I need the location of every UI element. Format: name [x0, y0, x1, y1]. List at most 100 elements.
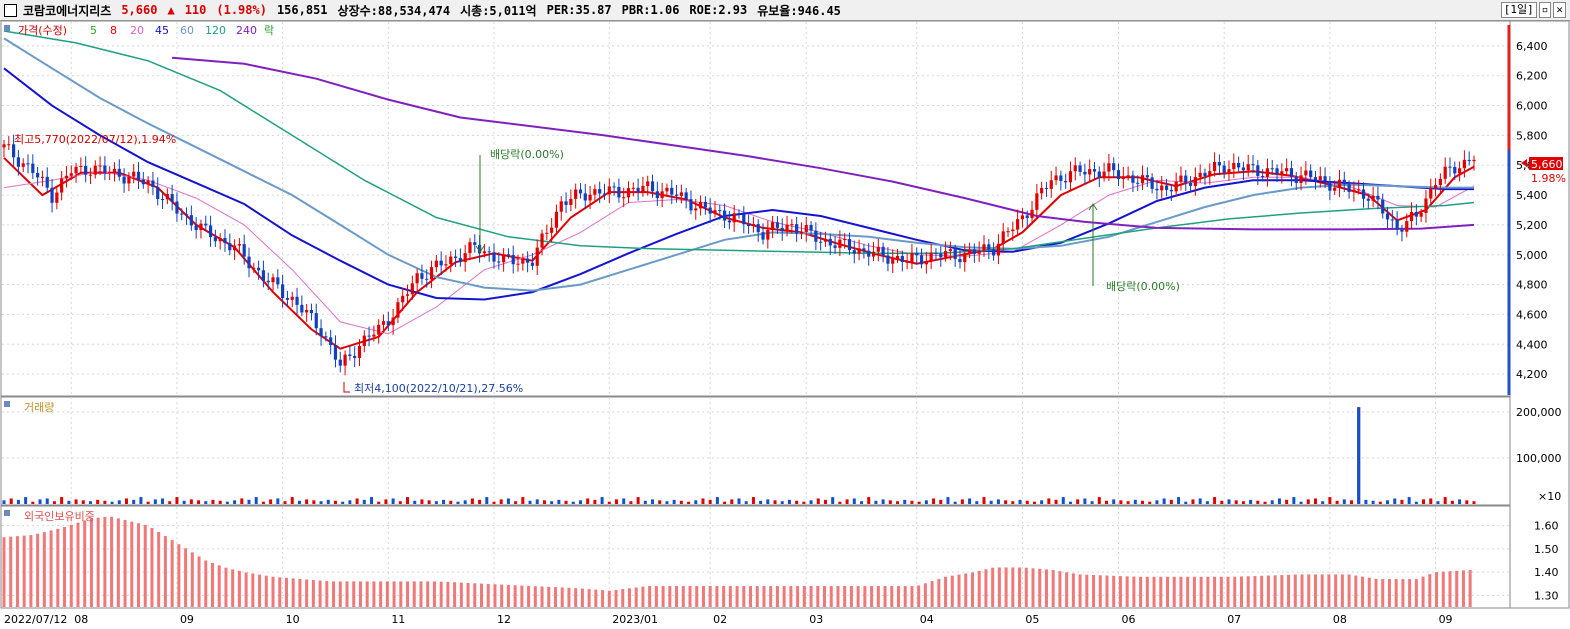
foreign-bar [950, 575, 954, 607]
candle-body [60, 178, 64, 193]
last-price-arrow-icon [1521, 159, 1527, 167]
candle-body [132, 171, 136, 177]
foreign-bar [547, 586, 551, 607]
foreign-bar [527, 585, 531, 607]
volume-bar [607, 501, 611, 504]
volume-bar [600, 497, 604, 504]
volume-bar [463, 500, 467, 504]
candle-body [1424, 198, 1428, 214]
minimize-button[interactable]: ▫ [1538, 2, 1552, 18]
legend-price-label: 가격(수정) [18, 24, 67, 37]
candle-body [353, 355, 357, 358]
legend-ma5: 5 [90, 24, 97, 37]
legend-ma120: 120 [205, 24, 226, 37]
candle-body [722, 210, 727, 221]
candle-body [1453, 167, 1457, 174]
candle-body [396, 302, 400, 318]
select-checkbox[interactable] [4, 3, 17, 17]
foreign-bar [1260, 575, 1264, 607]
foreign-bar [580, 588, 584, 607]
candle-body [1280, 171, 1284, 175]
foreign-bar [789, 586, 793, 607]
candle-body [1188, 182, 1193, 186]
candle-body [535, 247, 539, 266]
candle-body [79, 165, 83, 167]
ma-45-line [3, 67, 1474, 301]
volume-bar [939, 499, 943, 504]
volume-value: 156,851 [276, 3, 328, 17]
candle-body [737, 213, 741, 215]
legend-ma45: 45 [155, 24, 169, 37]
foreign-bar [1024, 567, 1028, 607]
foreign-bar [1408, 579, 1412, 607]
candle-body [708, 207, 712, 214]
foreign-bar [742, 586, 746, 607]
candle-body [1107, 163, 1111, 172]
volume-bar [1090, 501, 1094, 504]
candle-body [1116, 170, 1121, 180]
retention-value: 유보율:946.45 [757, 3, 841, 18]
volume-bar [1350, 500, 1353, 504]
close-button[interactable]: ✕ [1553, 2, 1566, 18]
volume-bar [189, 499, 193, 504]
volume-bar [802, 501, 806, 504]
candle-body [1073, 165, 1077, 172]
candle-body [1251, 164, 1255, 166]
candle-body [1405, 221, 1409, 232]
candle-body [554, 211, 559, 228]
foreign-bar [735, 586, 739, 607]
volume-bar [1335, 500, 1339, 504]
candle-body [1261, 175, 1265, 178]
volume-bar [1040, 500, 1044, 504]
last-pct-label: 1.98% [1531, 172, 1566, 185]
candle-body [434, 260, 438, 268]
candle-body [1088, 169, 1092, 175]
volume-bar [1234, 500, 1238, 504]
volume-bar [96, 499, 100, 504]
candle-body [16, 157, 21, 167]
candle-body [559, 201, 563, 212]
candle-body [381, 321, 386, 325]
candle-body [934, 252, 938, 254]
foreign-bar [782, 586, 786, 607]
foreign-bar [305, 579, 309, 607]
volume-bar [254, 497, 258, 504]
foreign-bar [271, 576, 275, 607]
foreign-bar [984, 569, 988, 607]
change-arrow-icon: ▲ [167, 3, 175, 17]
volume-bar [542, 500, 546, 504]
candle-body [357, 345, 362, 358]
candle-body [540, 233, 544, 248]
volume-bar [218, 500, 222, 504]
foreign-bar [728, 586, 732, 607]
candle-body [881, 246, 885, 256]
candle-body [775, 222, 780, 228]
candle-body [1208, 171, 1212, 177]
candle-body [1275, 168, 1279, 175]
volume-bar [1220, 500, 1224, 504]
volume-bar [434, 501, 438, 504]
candle-body [1352, 189, 1356, 192]
volume-bar [153, 499, 157, 504]
foreign-bar [688, 586, 692, 607]
foreign-bar [399, 581, 403, 607]
candle-body [838, 239, 842, 248]
candle-body [607, 186, 611, 195]
period-button[interactable]: [1일] [1500, 2, 1537, 18]
foreign-bar [1166, 576, 1170, 607]
foreign-bar [553, 587, 557, 607]
candle-body [698, 201, 703, 209]
volume-bar [960, 499, 964, 504]
foreign-bar [1139, 576, 1143, 607]
volume-bar [629, 501, 633, 504]
volume-bar [953, 501, 957, 504]
foreign-bar [1112, 575, 1116, 607]
volume-bar [146, 501, 150, 504]
volume-bar [578, 500, 582, 504]
volume-bar [1429, 498, 1433, 504]
legend-ma60: 60 [180, 24, 194, 37]
candle-body [425, 278, 429, 280]
foreign-bar [1058, 571, 1062, 607]
volume-bar [658, 500, 662, 504]
volume-bar [1205, 501, 1209, 504]
